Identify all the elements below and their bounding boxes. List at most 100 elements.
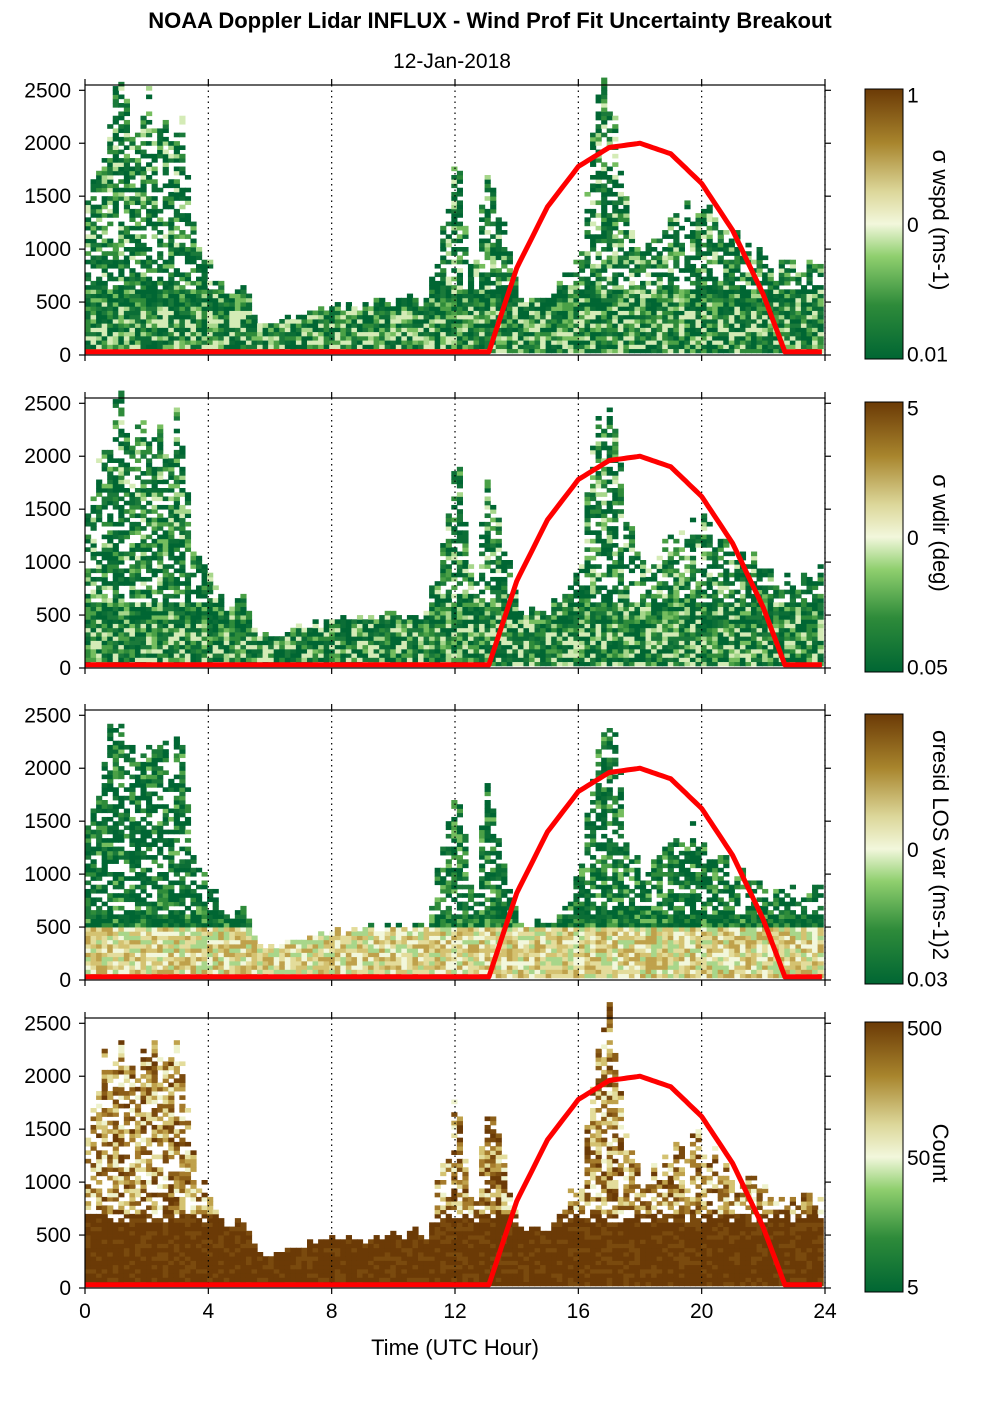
heatmap-cell [134,504,142,510]
heatmap-cell [606,289,613,294]
heatmap-cell [601,323,608,328]
heatmap-cell [151,568,158,574]
heatmap-cell [362,310,369,316]
heatmap-cell [101,230,108,235]
heatmap-cell [157,208,164,214]
heatmap-cell [773,319,780,324]
heatmap-cell [340,657,347,663]
heatmap-cell [590,158,597,163]
heatmap-cell [112,543,119,548]
heatmap-cell [129,547,136,552]
heatmap-cell [162,627,169,633]
heatmap-cell [368,627,375,633]
heatmap-cell [467,276,475,282]
heatmap-cell [562,340,569,345]
heatmap-cell [190,255,197,261]
heatmap-cell [134,449,142,455]
heatmap-cell [534,297,541,303]
heatmap-cell [601,302,608,307]
heatmap-cell [123,335,130,341]
heatmap-cell [584,251,591,256]
heatmap-cell [567,335,574,341]
heatmap-cell [717,331,724,337]
heatmap-cell [812,306,819,311]
heatmap-cell [628,302,636,307]
heatmap-cell [140,543,147,548]
heatmap-cell [479,648,486,654]
heatmap-cell [451,538,458,544]
heatmap-cell [290,344,297,350]
heatmap-cell [184,187,192,193]
heatmap-cell [812,323,819,328]
heatmap-cell [578,627,586,633]
heatmap-cell [506,335,513,341]
heatmap-cell [151,492,158,497]
heatmap-cell [445,314,452,320]
heatmap-cell [107,547,114,552]
heatmap-cell [401,340,408,345]
heatmap-cell [179,530,186,535]
heatmap-cell [612,175,619,180]
heatmap-cell [495,310,502,316]
heatmap-cell [517,661,525,667]
heatmap-cell [612,276,619,282]
heatmap-cell [134,547,142,552]
heatmap-cell [85,319,92,324]
heatmap-cell [307,310,314,316]
heatmap-cell [800,297,808,303]
heatmap-cell [134,340,142,345]
heatmap-cell [728,323,735,328]
heatmap-cell [567,653,574,658]
heatmap-cell [151,479,158,485]
heatmap-cell [146,340,153,345]
heatmap-cell [645,247,652,252]
heatmap-cell [540,661,547,667]
heatmap-cell [523,636,530,641]
heatmap-cell [168,648,175,654]
heatmap-cell [673,247,680,252]
heatmap-cell [118,86,125,91]
heatmap-cell [573,627,580,633]
heatmap-cell [168,230,175,235]
heatmap-cell [784,302,791,307]
heatmap-cell [617,285,624,290]
heatmap-cell [112,534,119,540]
heatmap-cell [362,636,369,641]
heatmap-cell [606,335,613,341]
heatmap-cell [534,323,541,328]
heatmap-cell [112,306,119,311]
heatmap-cell [118,331,125,337]
heatmap-cell [284,644,291,650]
heatmap-cell [723,302,730,307]
heatmap-cell [662,310,669,316]
heatmap-cell [345,640,352,646]
heatmap-cell [101,238,108,244]
y-tick-label: 2000 [24,132,71,155]
heatmap-cell [223,331,230,337]
heatmap-cell [140,280,147,286]
heatmap-cell [534,623,541,629]
heatmap-cell [590,141,597,146]
heatmap-cell [440,644,447,650]
heatmap-cell [784,272,791,278]
heatmap-cell [118,259,125,265]
heatmap-cell [606,314,613,320]
heatmap-cell [506,331,513,337]
heatmap-cell [495,297,502,303]
heatmap-cell [662,255,669,261]
heatmap-cell [118,530,125,535]
heatmap-cell [529,314,536,320]
heatmap-cell [456,551,463,557]
heatmap-cell [734,310,741,316]
heatmap-cell [684,319,691,324]
heatmap-cell [806,306,813,311]
heatmap-cell [101,627,108,633]
heatmap-cell [212,340,219,345]
heatmap-cell [129,175,136,180]
heatmap-cell [445,576,452,582]
heatmap-cell [390,331,397,337]
heatmap-cell [595,636,602,641]
heatmap-cell [329,657,336,663]
heatmap-cell [623,331,630,337]
heatmap-cell [456,285,463,290]
